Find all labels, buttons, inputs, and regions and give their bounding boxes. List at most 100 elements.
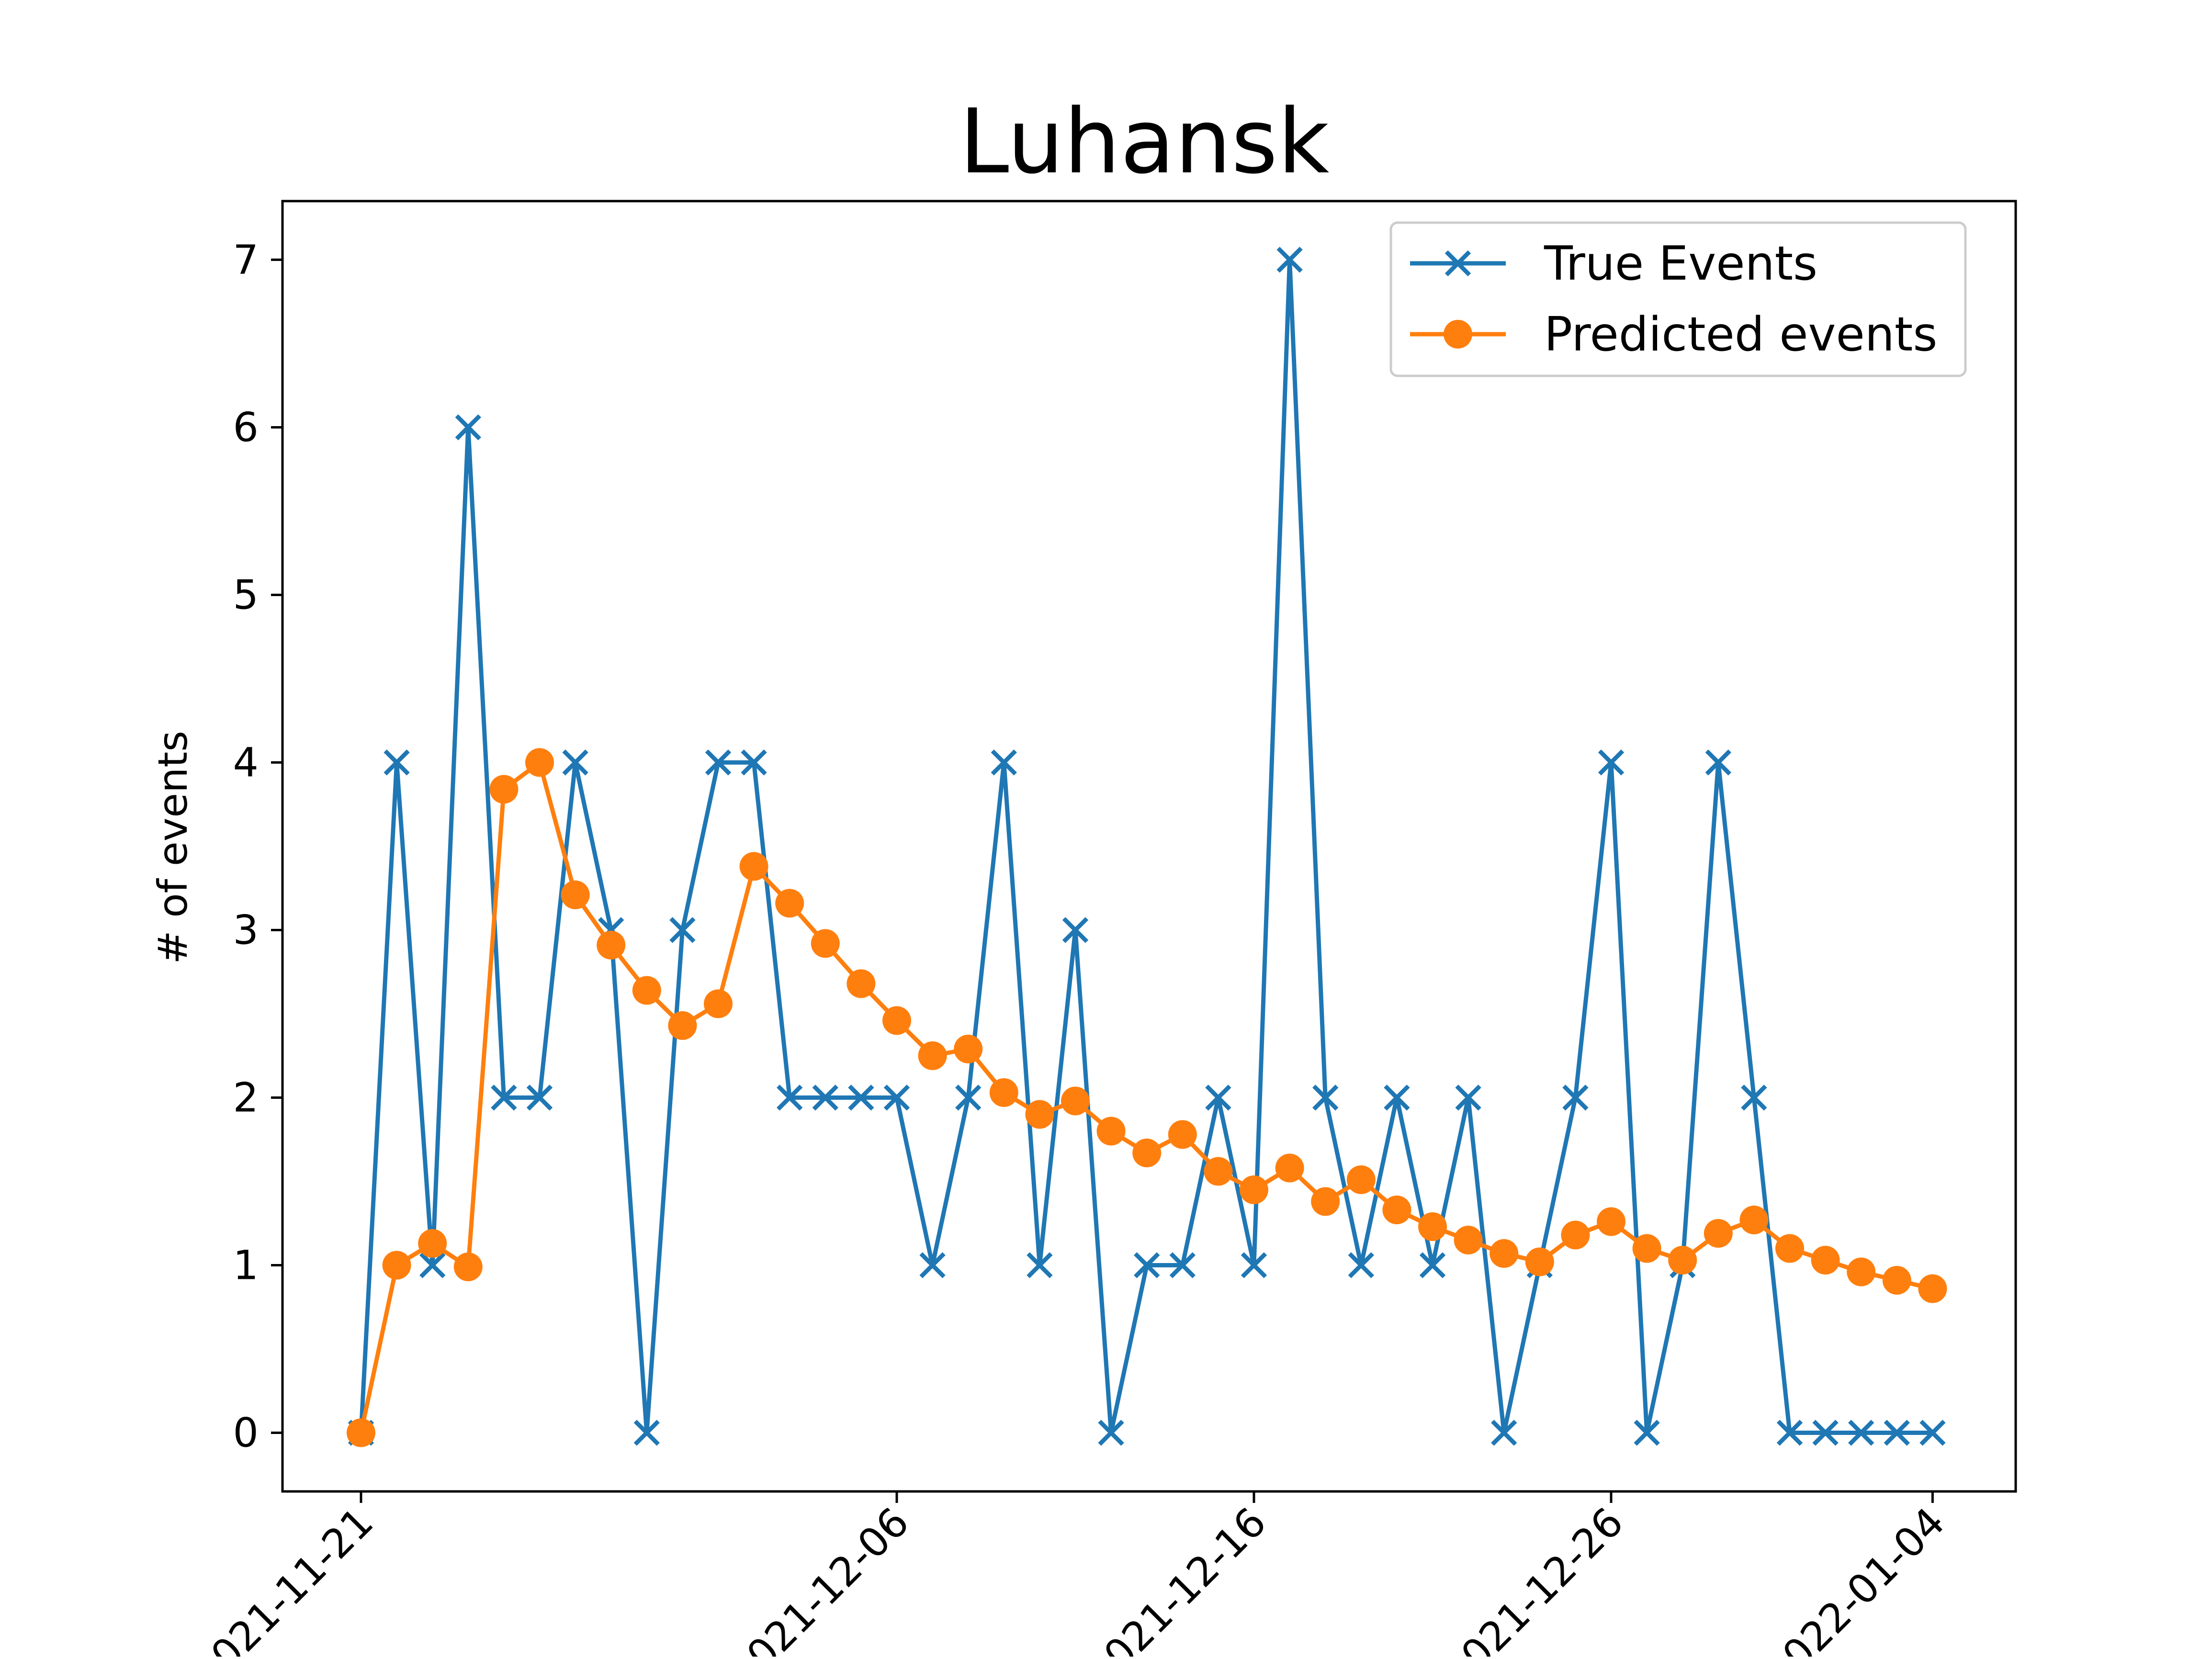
data-point xyxy=(1668,1246,1697,1275)
data-point xyxy=(597,931,626,959)
data-point xyxy=(1418,1212,1447,1241)
data-point xyxy=(1275,1153,1304,1183)
data-point xyxy=(1634,1420,1660,1446)
data-point xyxy=(1240,1175,1268,1204)
data-point xyxy=(1739,1206,1769,1234)
data-point xyxy=(561,880,590,909)
data-point xyxy=(1776,1420,1803,1446)
data-point xyxy=(1025,1100,1054,1129)
data-point xyxy=(954,1035,983,1063)
legend-label: True Events xyxy=(1544,237,1817,291)
data-point xyxy=(1741,1084,1767,1111)
chart-title: Luhansk xyxy=(959,90,1330,193)
data-point xyxy=(1311,1187,1340,1216)
y-tick-label: 0 xyxy=(233,1410,259,1456)
data-point xyxy=(1276,247,1303,273)
data-point xyxy=(777,1084,803,1111)
y-axis-label: # of events xyxy=(149,731,196,964)
data-point xyxy=(1098,1420,1124,1446)
data-point xyxy=(382,1251,411,1280)
data-point xyxy=(1454,1226,1483,1254)
data-point xyxy=(1562,1084,1589,1111)
data-point xyxy=(1168,1120,1197,1149)
data-point xyxy=(418,1229,447,1258)
data-point xyxy=(1096,1117,1126,1146)
y-tick-label: 4 xyxy=(233,739,259,786)
data-point xyxy=(453,1253,483,1281)
y-tick-label: 5 xyxy=(233,572,259,619)
series-predicted-events xyxy=(347,748,1947,1447)
data-point xyxy=(848,1084,874,1111)
data-point xyxy=(526,1084,553,1111)
data-point xyxy=(1382,1196,1411,1224)
data-point xyxy=(525,748,554,777)
data-point xyxy=(1384,1084,1410,1111)
plot-frame xyxy=(281,200,2017,1493)
data-point xyxy=(846,969,876,998)
y-tick-label: 1 xyxy=(233,1242,259,1289)
data-point xyxy=(1491,1420,1517,1446)
data-point xyxy=(419,1252,446,1278)
data-point xyxy=(991,749,1017,776)
data-point xyxy=(918,1041,947,1070)
data-point xyxy=(1525,1247,1554,1276)
data-point xyxy=(919,1252,946,1278)
series-true-events xyxy=(348,247,1946,1446)
data-point xyxy=(455,414,481,440)
data-point xyxy=(1597,1207,1625,1236)
data-point xyxy=(882,1006,911,1035)
data-point xyxy=(812,1084,838,1111)
data-point xyxy=(775,889,804,918)
data-point xyxy=(1918,1274,1947,1303)
data-point xyxy=(1455,1084,1481,1111)
data-point xyxy=(1561,1220,1590,1250)
data-point xyxy=(741,749,767,776)
data-point xyxy=(1705,749,1731,776)
legend-marker xyxy=(1445,250,1471,277)
data-point xyxy=(1598,749,1625,776)
y-tick-label: 2 xyxy=(233,1074,259,1121)
data-point xyxy=(668,1011,697,1040)
data-point xyxy=(1812,1420,1839,1446)
data-point xyxy=(1346,1165,1376,1194)
y-tick-label: 7 xyxy=(233,237,259,283)
data-point xyxy=(384,749,410,776)
data-point xyxy=(669,917,696,943)
data-point xyxy=(955,1084,982,1111)
legend-entry: True Events xyxy=(1410,237,1817,291)
data-point xyxy=(1882,1266,1911,1295)
data-point xyxy=(347,1418,375,1447)
data-point xyxy=(1062,917,1089,943)
data-point xyxy=(491,1084,517,1111)
data-point xyxy=(739,852,768,881)
data-point xyxy=(705,749,732,776)
data-point xyxy=(883,1084,910,1111)
data-point xyxy=(1205,1084,1231,1111)
data-point xyxy=(1169,1252,1196,1278)
legend-entry: Predicted events xyxy=(1410,307,1937,362)
data-point xyxy=(1312,1084,1339,1111)
data-point xyxy=(1027,1252,1053,1278)
data-point xyxy=(632,976,661,1005)
data-point xyxy=(1811,1246,1840,1275)
data-point xyxy=(704,989,733,1018)
data-point xyxy=(811,929,840,958)
data-point xyxy=(1348,1252,1374,1278)
data-point xyxy=(1704,1219,1733,1248)
data-point xyxy=(1204,1157,1233,1186)
legend-label: Predicted events xyxy=(1544,307,1937,362)
data-point xyxy=(1419,1252,1446,1278)
data-point xyxy=(1061,1086,1090,1116)
legend-box xyxy=(1389,221,1967,377)
y-tick-label: 6 xyxy=(233,404,259,451)
legend-marker xyxy=(1444,320,1472,349)
data-point xyxy=(633,1420,660,1446)
data-point xyxy=(1632,1234,1661,1263)
data-point xyxy=(1134,1252,1160,1278)
data-point xyxy=(989,1078,1018,1107)
data-point xyxy=(1132,1139,1162,1167)
data-point xyxy=(562,749,588,776)
y-tick-label: 3 xyxy=(233,907,259,954)
data-point xyxy=(1775,1234,1804,1263)
